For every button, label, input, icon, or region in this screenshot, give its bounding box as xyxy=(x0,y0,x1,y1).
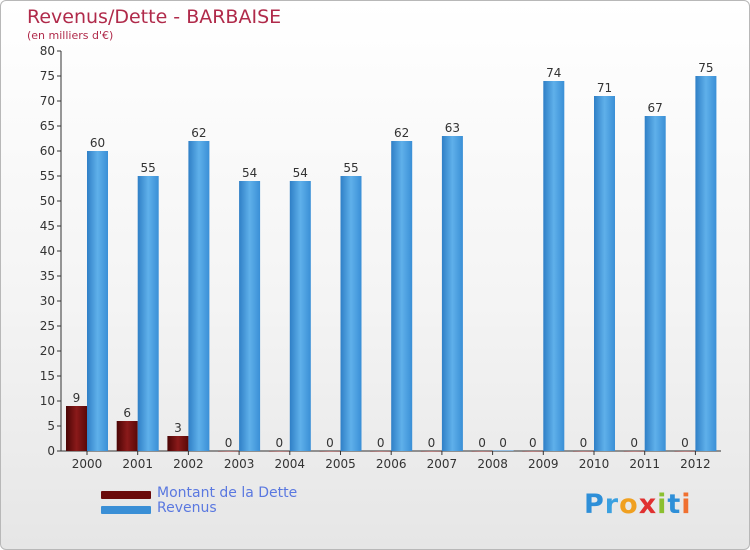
bar-revenus xyxy=(644,116,666,451)
bar-dette xyxy=(370,451,392,452)
data-label-dette: 0 xyxy=(478,436,486,450)
x-tick-label: 2011 xyxy=(629,457,660,471)
data-label-dette: 0 xyxy=(377,436,385,450)
data-label-dette: 6 xyxy=(123,406,131,420)
bar-revenus xyxy=(391,141,413,451)
data-label-revenus: 0 xyxy=(499,436,507,450)
data-label-dette: 0 xyxy=(225,436,233,450)
data-label-dette: 9 xyxy=(73,391,81,405)
data-label-revenus: 74 xyxy=(546,66,561,80)
data-label-revenus: 63 xyxy=(445,121,460,135)
y-tick-label: 55 xyxy=(40,169,55,183)
logo-letter: i xyxy=(657,489,668,520)
logo-letter: i xyxy=(681,489,692,520)
data-label-dette: 0 xyxy=(681,436,689,450)
x-tick-label: 2012 xyxy=(680,457,711,471)
bar-dette xyxy=(218,451,240,452)
logo-letter: t xyxy=(667,489,682,520)
bar-revenus xyxy=(137,176,159,451)
data-label-dette: 0 xyxy=(428,436,436,450)
bar-revenus xyxy=(441,136,463,451)
legend-label-revenus: Revenus xyxy=(157,500,217,516)
y-tick-label: 60 xyxy=(40,144,55,158)
legend-label-dette: Montant de la Dette xyxy=(157,485,298,501)
data-label-revenus: 60 xyxy=(90,136,105,150)
data-label-dette: 3 xyxy=(174,421,182,435)
data-label-revenus: 71 xyxy=(597,81,612,95)
chart-subtitle: (en milliers d'€) xyxy=(27,29,114,42)
proxiti-logo: Proxiti xyxy=(584,489,692,520)
y-tick-label: 20 xyxy=(40,344,55,358)
x-tick-label: 2008 xyxy=(477,457,508,471)
x-tick-label: 2010 xyxy=(579,457,610,471)
x-tick-label: 2002 xyxy=(173,457,204,471)
bar-dette xyxy=(522,451,544,452)
bar-revenus xyxy=(340,176,362,451)
y-tick-label: 75 xyxy=(40,69,55,83)
x-tick-label: 2007 xyxy=(427,457,458,471)
data-label-dette: 0 xyxy=(326,436,334,450)
bar-dette xyxy=(116,421,138,451)
bar-dette xyxy=(420,451,442,452)
data-label-revenus: 55 xyxy=(141,161,156,175)
x-tick-label: 2006 xyxy=(376,457,407,471)
data-label-revenus: 67 xyxy=(648,101,663,115)
data-label-dette: 0 xyxy=(529,436,537,450)
chart-title: Revenus/Dette - BARBAISE xyxy=(27,6,282,28)
bar-revenus xyxy=(492,450,514,451)
y-tick-label: 70 xyxy=(40,94,55,108)
y-tick-label: 45 xyxy=(40,219,55,233)
logo-letter: x xyxy=(638,489,658,520)
y-tick-label: 25 xyxy=(40,319,55,333)
logo-letter: o xyxy=(619,489,639,520)
data-label-revenus: 54 xyxy=(293,166,308,180)
data-label-revenus: 55 xyxy=(343,161,358,175)
y-tick-label: 35 xyxy=(40,269,55,283)
legend-swatch-revenus xyxy=(101,506,151,514)
bar-dette xyxy=(573,451,594,452)
y-tick-label: 5 xyxy=(47,419,55,433)
data-label-revenus: 62 xyxy=(191,126,206,140)
bar-dette xyxy=(268,451,290,452)
data-label-revenus: 75 xyxy=(698,61,713,75)
bar-revenus xyxy=(87,151,108,451)
bar-dette xyxy=(66,406,87,451)
legend-swatch-dette xyxy=(101,491,151,499)
data-label-revenus: 54 xyxy=(242,166,257,180)
x-tick-label: 2001 xyxy=(122,457,153,471)
bar-revenus xyxy=(188,141,210,451)
x-tick-label: 2009 xyxy=(528,457,559,471)
y-tick-label: 50 xyxy=(40,194,55,208)
y-tick-label: 0 xyxy=(47,444,55,458)
y-tick-label: 15 xyxy=(40,369,55,383)
y-tick-label: 40 xyxy=(40,244,55,258)
x-tick-label: 2004 xyxy=(275,457,306,471)
x-tick-label: 2003 xyxy=(224,457,255,471)
bar-dette xyxy=(674,451,696,452)
bar-revenus xyxy=(239,181,261,451)
bar-dette xyxy=(167,436,189,451)
data-label-dette: 0 xyxy=(630,436,638,450)
logo-letter: r xyxy=(604,489,620,520)
data-label-dette: 0 xyxy=(580,436,588,450)
x-tick-label: 2000 xyxy=(72,457,103,471)
data-label-revenus: 62 xyxy=(394,126,409,140)
bar-revenus xyxy=(289,181,311,451)
bar-dette xyxy=(623,451,645,452)
bar-revenus xyxy=(594,96,615,451)
data-label-dette: 0 xyxy=(275,436,283,450)
x-tick-label: 2005 xyxy=(325,457,356,471)
logo-letter: P xyxy=(584,489,605,520)
bar-revenus xyxy=(543,81,565,451)
bar-revenus xyxy=(695,76,717,451)
bar-dette xyxy=(319,451,341,452)
bar-dette xyxy=(471,451,493,452)
y-tick-label: 65 xyxy=(40,119,55,133)
y-tick-label: 10 xyxy=(40,394,55,408)
y-tick-label: 80 xyxy=(40,44,55,58)
y-tick-label: 30 xyxy=(40,294,55,308)
